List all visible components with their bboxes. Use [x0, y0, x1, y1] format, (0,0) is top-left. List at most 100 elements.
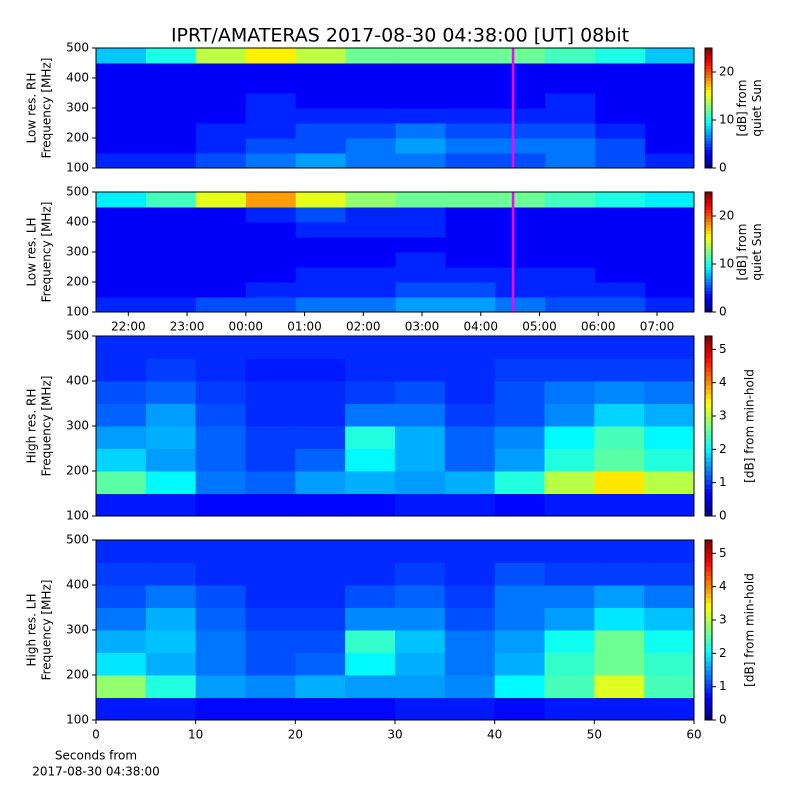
- heatmap-cell: [345, 78, 397, 94]
- y-tick-label: 200: [66, 275, 89, 289]
- colorbar-segment: [705, 466, 712, 472]
- heatmap-cell: [295, 252, 347, 268]
- colorbar-segment: [705, 291, 712, 295]
- heatmap-cell: [495, 192, 546, 208]
- heatmap-cell: [445, 108, 496, 124]
- colorbar-segment: [705, 643, 712, 649]
- colorbar-segment: [705, 598, 712, 604]
- heatmap-cell: [544, 336, 595, 359]
- heatmap-cell: [494, 562, 545, 586]
- heatmap-cell: [395, 138, 447, 154]
- heatmap-cell: [395, 675, 446, 698]
- colorbar-segment: [705, 54, 712, 58]
- colorbar-segment: [705, 66, 712, 70]
- heatmap-cell: [345, 403, 396, 427]
- colorbar-segment: [705, 141, 712, 145]
- y-tick-label: 400: [66, 374, 89, 388]
- heatmap-cell: [96, 607, 147, 631]
- colorbar-segment: [705, 471, 712, 476]
- x-tick-label: 60: [686, 728, 701, 742]
- heatmap-cell: [645, 252, 695, 268]
- heatmap-cell: [345, 153, 397, 169]
- heatmap-cell: [495, 237, 546, 253]
- colorbar-segment: [705, 363, 712, 368]
- colorbar-segment: [705, 576, 712, 581]
- heatmap-cell: [644, 448, 695, 472]
- heatmap-cell: [295, 267, 347, 283]
- colorbar-tick-label: 20: [719, 65, 734, 79]
- heatmap-cell: [295, 675, 346, 698]
- heatmap-cell: [545, 267, 596, 283]
- heatmap-cell: [644, 697, 695, 721]
- heatmap-cell: [145, 562, 197, 586]
- heatmap-cell: [545, 237, 596, 253]
- colorbar-segment: [705, 162, 712, 166]
- heatmap-cell: [345, 267, 397, 283]
- colorbar-segment: [705, 589, 712, 595]
- heatmap-cell: [644, 381, 695, 404]
- heatmap-cell: [145, 222, 197, 238]
- colorbar-segment: [705, 303, 712, 307]
- heatmap-cell: [295, 63, 347, 79]
- heatmap-cell: [395, 448, 446, 472]
- heatmap-cell: [495, 267, 546, 283]
- heatmap-cell: [545, 222, 596, 238]
- heatmap-cell: [444, 675, 496, 698]
- heatmap-cell: [445, 267, 496, 283]
- heatmap-cell: [345, 540, 396, 563]
- colorbar-segment: [705, 105, 712, 109]
- colorbar-segment: [705, 252, 712, 256]
- heatmap-cell: [195, 282, 247, 298]
- heatmap-cell: [395, 267, 447, 283]
- heatmap-cell: [445, 138, 496, 154]
- heatmap-cell: [395, 207, 447, 223]
- heatmap-cell: [96, 237, 147, 253]
- heatmap-cell: [345, 493, 396, 517]
- colorbar-segment: [705, 715, 712, 721]
- colorbar-segment: [705, 693, 712, 698]
- colorbar-segment: [705, 81, 712, 85]
- y-axis-label: Frequency [MHz]: [40, 58, 54, 159]
- heatmap-cell: [345, 138, 397, 154]
- heatmap-cell: [395, 426, 446, 449]
- colorbar-segment: [705, 621, 712, 626]
- colorbar-segment: [705, 264, 712, 268]
- heatmap-cell: [444, 493, 496, 517]
- heatmap-cell: [445, 63, 496, 79]
- heatmap-cell: [445, 78, 496, 94]
- heatmap-cell: [295, 282, 347, 298]
- heatmap-cell: [295, 697, 346, 721]
- heatmap-cell: [645, 93, 695, 109]
- heatmap-cell: [345, 282, 397, 298]
- heatmap-cell: [395, 237, 447, 253]
- heatmap-cell: [544, 358, 595, 382]
- heatmap-cell: [96, 78, 147, 94]
- heatmap-cell: [195, 108, 247, 124]
- colorbar-segment: [705, 123, 712, 127]
- heatmap-cell: [395, 192, 447, 208]
- heatmap-cell: [96, 123, 147, 139]
- heatmap-cell: [494, 381, 545, 404]
- heatmap-cell: [345, 675, 396, 698]
- x-tick-label: 05:00: [522, 320, 557, 334]
- heatmap-cell: [495, 297, 546, 313]
- heatmap-cell: [195, 192, 247, 208]
- heatmap-cell: [544, 493, 595, 517]
- heatmap-cell: [645, 282, 695, 298]
- heatmap-cell: [245, 336, 296, 359]
- colorbar-segment: [705, 616, 712, 622]
- heatmap-cell: [295, 426, 346, 449]
- x-tick-label: 01:00: [287, 320, 322, 334]
- heatmap-cell: [395, 336, 446, 359]
- heatmap-cell: [345, 381, 396, 404]
- x-tick-label: 06:00: [581, 320, 616, 334]
- colorbar-segment: [705, 282, 712, 286]
- colorbar-segment: [705, 349, 712, 355]
- colorbar-segment: [705, 69, 712, 73]
- heatmap-cell: [395, 493, 446, 517]
- heatmap-cell: [495, 63, 546, 79]
- heatmap-cell: [445, 192, 496, 208]
- heatmap-cell: [295, 153, 347, 169]
- heatmap-cell: [295, 540, 346, 563]
- heatmap-cell: [295, 585, 346, 608]
